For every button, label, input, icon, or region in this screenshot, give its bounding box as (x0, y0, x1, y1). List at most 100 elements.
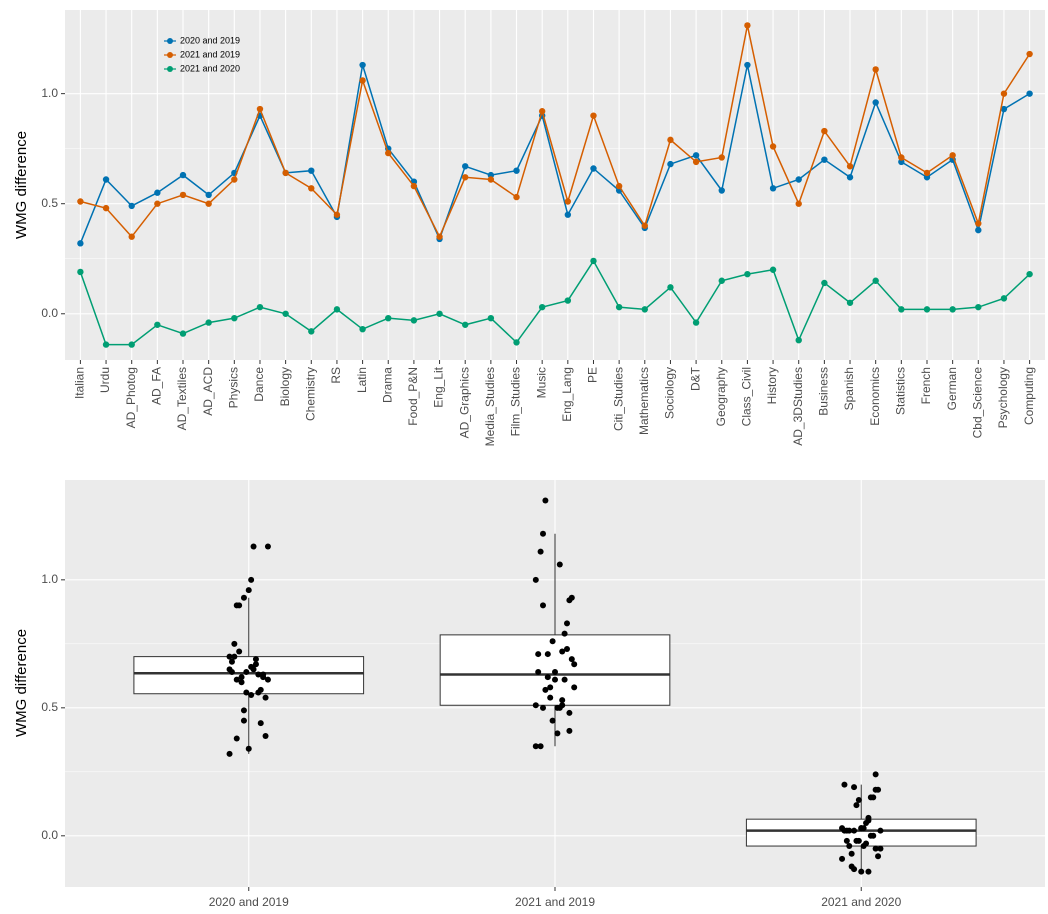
jitter-point (240, 594, 247, 601)
point (410, 182, 418, 190)
point (615, 303, 623, 311)
point (667, 284, 674, 291)
point (1026, 270, 1033, 278)
jitter-point (238, 679, 245, 686)
legend-label: 2021 and 2019 (180, 49, 240, 59)
jitter-point (559, 697, 566, 704)
point (898, 158, 905, 166)
jitter-point (865, 868, 872, 875)
point (487, 314, 495, 322)
jitter-point (231, 640, 238, 647)
jitter-point (858, 825, 865, 832)
jitter-point (877, 845, 884, 852)
point (769, 143, 777, 150)
point (949, 152, 956, 159)
jitter-point (549, 638, 556, 645)
point (615, 182, 623, 190)
point (282, 310, 289, 317)
x-tick-label: RS (329, 367, 343, 384)
y-axis-label: WMG difference (13, 629, 30, 737)
jitter-point (540, 602, 546, 609)
jitter-point (566, 709, 573, 716)
x-tick-label: Computing (1022, 367, 1036, 425)
jitter-point (549, 717, 556, 724)
point (744, 22, 751, 29)
jitter-point (851, 827, 858, 834)
jitter-point (566, 597, 573, 604)
point (590, 112, 597, 119)
point (898, 154, 905, 161)
point (667, 160, 674, 168)
jitter-point (839, 855, 846, 862)
point (538, 108, 546, 115)
x-tick-label: History (765, 367, 779, 404)
point (1026, 90, 1033, 97)
jitter-point (547, 684, 554, 691)
x-tick-label: AD_Textiles (175, 367, 189, 430)
x-tick-label: Sociology (663, 367, 677, 419)
jitter-point (252, 656, 259, 663)
point (282, 169, 289, 177)
jitter-point (255, 671, 262, 678)
point (1000, 90, 1008, 97)
jitter-point (243, 689, 250, 696)
jitter-point (262, 694, 269, 701)
jitter-point (532, 702, 539, 709)
point (872, 277, 879, 284)
jitter-point (544, 651, 551, 658)
x-tick-label: AD_FA (150, 367, 164, 405)
point (462, 174, 469, 181)
x-tick-label: Music (534, 367, 548, 398)
point (923, 306, 931, 313)
point (872, 99, 879, 106)
jitter-point (870, 832, 877, 839)
point (590, 257, 597, 265)
jitter-point (226, 666, 233, 673)
x-tick-label: Business (817, 367, 831, 416)
jitter-point (872, 845, 879, 852)
jitter-point (875, 853, 882, 860)
jitter-point (877, 827, 884, 834)
point (846, 299, 854, 306)
jitter-point (240, 717, 247, 724)
x-tick-label: Dance (252, 367, 266, 402)
jitter-point (865, 814, 872, 821)
point (821, 127, 828, 135)
point (333, 211, 341, 218)
jitter-point (240, 707, 247, 714)
series-line (80, 25, 1031, 239)
point (385, 314, 392, 322)
x-tick-label: AD_Photog (124, 367, 138, 428)
y-axis-label: WMG difference (13, 131, 30, 239)
point (949, 306, 956, 313)
point (436, 310, 443, 317)
x-tick-label: Class_Civil (740, 367, 754, 426)
jitter-point (233, 735, 240, 742)
point (205, 200, 212, 207)
jitter-point (238, 674, 245, 681)
x-tick-label: Food_P&N (406, 367, 420, 426)
x-tick-label: Psychology (996, 367, 1010, 428)
point (564, 211, 572, 218)
jitter-point (262, 732, 269, 739)
jitter-point (537, 548, 544, 555)
point (102, 204, 110, 212)
jitter-point (846, 843, 853, 850)
x-tick-label: Economics (868, 367, 882, 426)
jitter-point (554, 730, 561, 737)
point (256, 303, 264, 311)
point (641, 306, 648, 313)
jitter-point (853, 802, 860, 809)
point (513, 193, 520, 201)
point (923, 169, 931, 177)
y-tick-label: 0.0 (41, 828, 58, 842)
legend-label: 2021 and 2020 (180, 63, 240, 73)
jitter-point (863, 820, 870, 827)
jitter-point (257, 720, 264, 727)
jitter-point (870, 794, 877, 801)
jitter-point (540, 530, 546, 537)
point (641, 222, 648, 229)
x-tick-label: Film_Studies (509, 367, 523, 436)
point (462, 163, 469, 170)
